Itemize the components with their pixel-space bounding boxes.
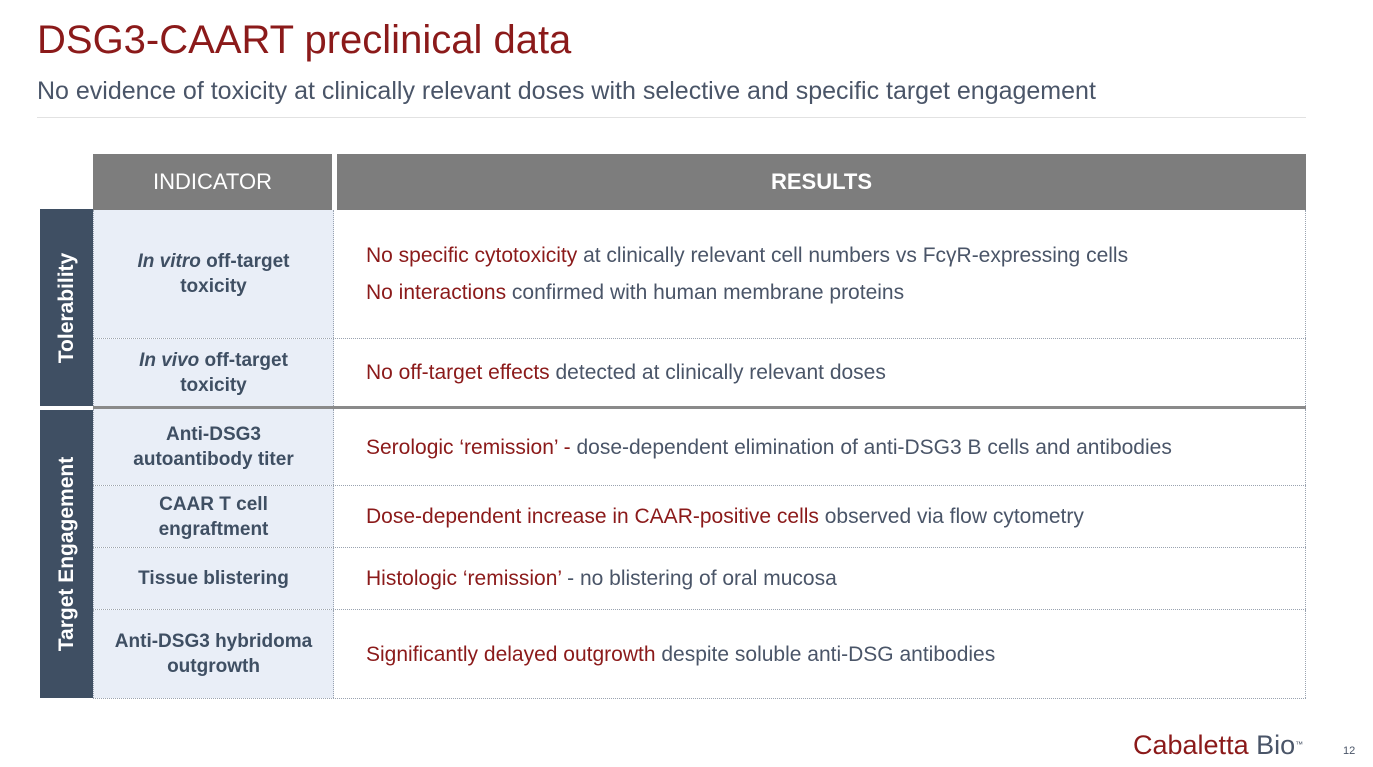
- indicator-text: outgrowth: [167, 656, 260, 677]
- group-divider: [93, 406, 1306, 409]
- result-highlight: No off-target effects: [366, 361, 550, 384]
- indicator-hybridoma-outgrowth: Anti-DSG3 hybridoma outgrowth: [93, 610, 334, 698]
- title-divider: [37, 117, 1306, 118]
- indicator-in-vivo: In vivo off-target toxicity: [93, 339, 334, 406]
- indicator-autoantibody-titer: Anti-DSG3 autoantibody titer: [93, 409, 334, 485]
- row-divider: [93, 338, 1306, 339]
- page-title: DSG3-CAART preclinical data: [37, 18, 572, 62]
- indicator-text: CAAR T cell: [159, 493, 268, 515]
- result-text: at clinically relevant cell numbers vs F…: [577, 244, 1129, 267]
- result-engraftment: Dose-dependent increase in CAAR-positive…: [336, 486, 1306, 547]
- result-text: detected at clinically relevant doses: [549, 361, 886, 384]
- indicator-text: engraftment: [158, 518, 269, 540]
- result-in-vitro: No specific cytotoxicity at clinically r…: [336, 210, 1306, 338]
- result-text: dose-dependent elimination of anti-DSG3 …: [570, 435, 1172, 459]
- indicator-tissue-blistering: Tissue blistering: [93, 548, 334, 609]
- logo-text-bio: Bio: [1248, 730, 1296, 760]
- result-text: confirmed with human membrane proteins: [506, 281, 905, 304]
- indicator-text: Anti-DSG3: [165, 424, 261, 445]
- header-results: RESULTS: [337, 154, 1306, 210]
- result-highlight: Significantly delayed outgrowth: [366, 642, 656, 666]
- indicator-text: toxicity: [180, 374, 247, 396]
- logo-trademark: ™: [1295, 740, 1304, 749]
- group-gap: [40, 406, 93, 409]
- indicator-text: autoantibody titer: [133, 449, 294, 470]
- table-bottom-border: [93, 698, 1306, 699]
- indicator-text: toxicity: [180, 276, 247, 297]
- result-text: despite soluble anti-DSG antibodies: [655, 642, 996, 666]
- page-subtitle: No evidence of toxicity at clinically re…: [37, 77, 1096, 105]
- indicator-italic: In vitro: [137, 251, 201, 272]
- result-autoantibody-titer: Serologic ‘remission’ - dose-dependent e…: [336, 409, 1306, 485]
- row-divider: [93, 485, 1306, 486]
- result-highlight: No interactions: [366, 281, 507, 304]
- result-highlight: Histologic ‘remission’: [366, 567, 562, 590]
- indicator-text: Tissue blistering: [138, 568, 289, 589]
- result-in-vivo: No off-target effects detected at clinic…: [336, 339, 1306, 406]
- page-number: 12: [1343, 745, 1356, 757]
- result-text: observed via flow cytometry: [818, 505, 1084, 528]
- result-hybridoma-outgrowth: Significantly delayed outgrowth despite …: [336, 610, 1306, 698]
- group-tolerability-label: Tolerability: [54, 252, 78, 364]
- indicator-engraftment: CAAR T cell engraftment: [93, 486, 334, 547]
- result-highlight: Dose-dependent increase in CAAR-positive…: [366, 505, 819, 528]
- row-divider: [93, 609, 1306, 610]
- result-text: - no blistering of oral mucosa: [561, 567, 837, 590]
- indicator-text: Anti-DSG3 hybridoma: [114, 631, 313, 652]
- indicator-italic: In vivo: [139, 349, 200, 371]
- group-tolerability: Tolerability: [40, 209, 93, 407]
- group-target-engagement: Target Engagement: [40, 410, 93, 698]
- row-divider: [93, 547, 1306, 548]
- result-tissue-blistering: Histologic ‘remission’ - no blistering o…: [336, 548, 1306, 609]
- indicator-text: off-target: [199, 349, 288, 371]
- group-target-engagement-label: Target Engagement: [54, 456, 78, 652]
- logo-text: Cabaletta: [1133, 730, 1249, 760]
- company-logo: Cabaletta Bio™: [1133, 728, 1303, 762]
- indicator-text: off-target: [200, 251, 290, 272]
- header-indicator: INDICATOR: [93, 154, 332, 210]
- indicator-in-vitro: In vitro off-target toxicity: [93, 210, 334, 338]
- result-highlight: No specific cytotoxicity: [366, 244, 578, 267]
- result-highlight: Serologic ‘remission’ -: [366, 435, 571, 459]
